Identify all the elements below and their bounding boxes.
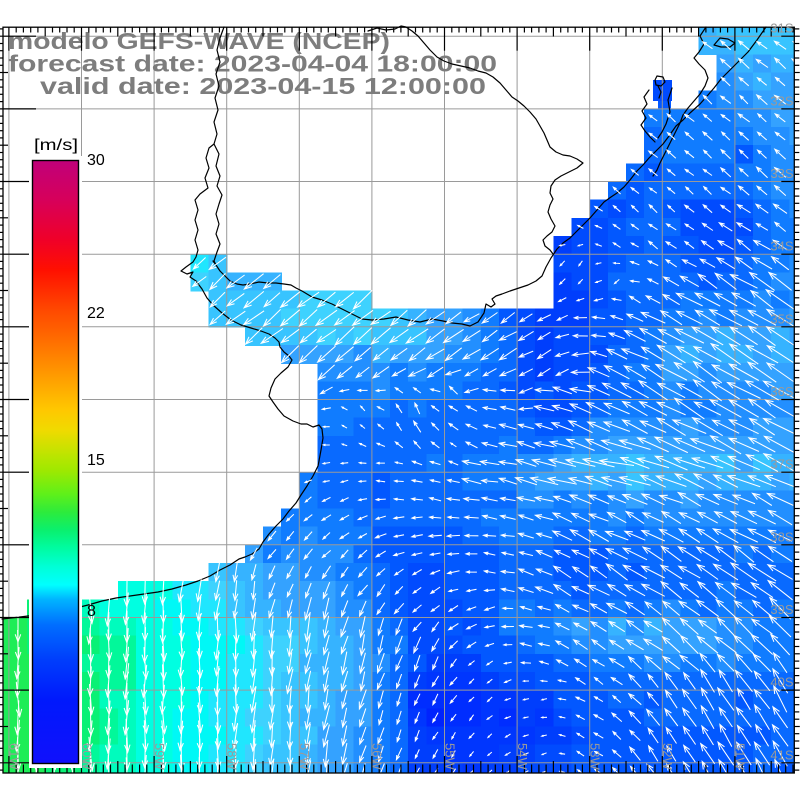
svg-text:32S: 32S [770,93,793,108]
svg-text:51W: 51W [733,743,748,770]
svg-text:60W: 60W [79,743,94,770]
svg-text:61W: 61W [7,743,22,770]
svg-text:33S: 33S [770,166,793,181]
svg-text:53W: 53W [588,743,603,770]
svg-text:15: 15 [87,452,105,469]
svg-text:36S: 36S [770,384,793,399]
svg-text:22: 22 [87,305,105,322]
svg-text:57W: 57W [297,743,312,770]
svg-text:modelo GEFS-WAVE (NCEP): modelo GEFS-WAVE (NCEP) [8,28,390,54]
svg-text:40S: 40S [770,675,793,690]
svg-text:8: 8 [87,603,96,620]
svg-text:[m/s]: [m/s] [34,137,78,154]
svg-text:39S: 39S [770,602,793,617]
svg-text:forecast date: 2023-04-04 18:0: forecast date: 2023-04-04 18:00:00 [8,51,497,77]
svg-text:54W: 54W [515,743,530,770]
svg-text:35S: 35S [770,311,793,326]
svg-text:52W: 52W [660,743,675,770]
svg-text:41S: 41S [770,747,793,762]
svg-text:34S: 34S [770,239,793,254]
svg-text:59W: 59W [152,743,167,770]
svg-text:55W: 55W [442,743,457,770]
svg-text:38S: 38S [770,529,793,544]
svg-text:31S: 31S [770,21,793,36]
svg-text:58W: 58W [225,743,240,770]
svg-text:30: 30 [87,152,105,169]
svg-text:37S: 37S [770,457,793,472]
svg-text:56W: 56W [370,743,385,770]
svg-text:valid date: 2023-04-15 12:00:0: valid date: 2023-04-15 12:00:00 [40,73,486,99]
